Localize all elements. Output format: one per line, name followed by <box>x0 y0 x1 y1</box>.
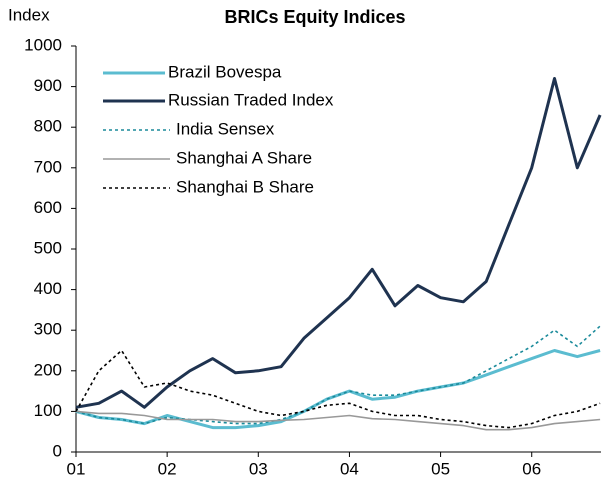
x-tick-label: 02 <box>158 459 177 478</box>
x-tick-label: 04 <box>340 459 359 478</box>
y-axis-label: Index <box>8 5 50 24</box>
x-tick-label: 06 <box>522 459 541 478</box>
y-tick-label: 800 <box>34 117 62 136</box>
legend-label: Shanghai B Share <box>176 177 314 196</box>
x-tick-label: 05 <box>431 459 450 478</box>
y-tick-label: 200 <box>34 360 62 379</box>
y-tick-label: 700 <box>34 157 62 176</box>
y-tick-label: 600 <box>34 198 62 217</box>
y-tick-label: 1000 <box>24 35 62 54</box>
y-tick-label: 300 <box>34 320 62 339</box>
legend-label: Shanghai A Share <box>176 148 312 167</box>
chart-title: BRICs Equity Indices <box>224 7 405 27</box>
series-line <box>75 410 601 431</box>
legend-label: India Sensex <box>176 119 275 138</box>
legend-label: Russian Traded Index <box>168 90 334 109</box>
x-tick-label: 03 <box>249 459 268 478</box>
series-line <box>75 325 601 425</box>
x-tick-label: 01 <box>67 459 86 478</box>
series-line <box>75 349 601 430</box>
series-line <box>75 77 602 409</box>
y-tick-label: 0 <box>53 441 62 460</box>
legend-label: Brazil Bovespa <box>168 62 282 81</box>
series-line <box>75 349 601 429</box>
y-tick-label: 100 <box>34 401 62 420</box>
y-tick-label: 900 <box>34 76 62 95</box>
y-tick-label: 400 <box>34 279 62 298</box>
y-tick-label: 500 <box>34 238 62 257</box>
